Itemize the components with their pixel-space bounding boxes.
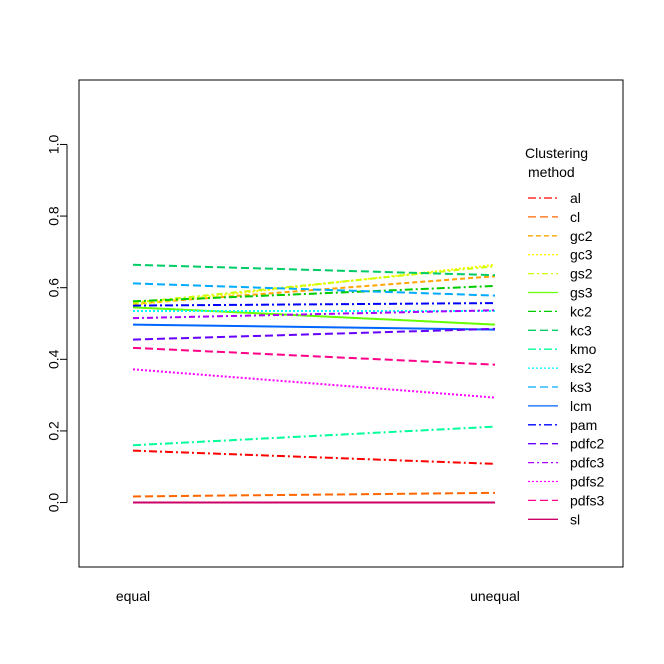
series-line-lcm — [132, 323, 496, 331]
series-line-pam — [132, 302, 496, 307]
legend-label-gs3: gs3 — [570, 285, 593, 301]
legend-label-pdfc2: pdfc2 — [570, 436, 604, 452]
series-layer — [132, 263, 496, 504]
x-tick-label: unequal — [470, 588, 520, 604]
x-tick-label: equal — [116, 588, 150, 604]
series-line-gs3 — [132, 306, 496, 326]
legend-label-lcm: lcm — [570, 398, 592, 414]
y-tick-label: 0.8 — [46, 206, 62, 226]
legend-label-al: al — [570, 190, 581, 206]
series-line-pdfc2 — [132, 327, 496, 341]
series-line-ks3 — [132, 282, 496, 297]
y-tick-label: 1.0 — [46, 135, 62, 155]
legend-label-ks2: ks2 — [570, 360, 592, 376]
legend-items: al cl gc2 gc3 gs2 gs3 kc2 kc3 kmo ks2 ks3 lcm pam pdf… — [528, 190, 604, 527]
y-tick-label: 0.0 — [46, 493, 62, 513]
series-line-kc3 — [132, 263, 496, 277]
legend-label-pam: pam — [570, 417, 597, 433]
legend-label-pdfs3: pdfs3 — [570, 492, 604, 508]
legend-label-gs2: gs2 — [570, 266, 593, 282]
series-line-pdfs3 — [132, 346, 496, 366]
legend-title-line1: Clustering — [525, 145, 588, 161]
legend-label-gc2: gc2 — [570, 228, 593, 244]
series-line-pdfc3 — [132, 309, 496, 320]
legend-label-pdfs2: pdfs2 — [570, 474, 604, 490]
legend-label-kc2: kc2 — [570, 303, 592, 319]
legend-label-ks3: ks3 — [570, 379, 592, 395]
y-tick-label: 0.6 — [46, 278, 62, 298]
series-line-kc2 — [132, 284, 496, 303]
legend: Clustering method al cl gc2 gc3 gs2 gs3 kc2 kc3… — [525, 145, 604, 527]
legend-label-sl: sl — [570, 511, 580, 527]
series-line-cl — [132, 491, 496, 498]
series-line-pdfs2 — [132, 368, 496, 399]
legend-label-kmo: kmo — [570, 341, 597, 357]
plot-frame — [78, 79, 624, 568]
legend-title-line2: method — [528, 164, 575, 180]
series-line-al — [132, 449, 496, 465]
x-axis: equal unequal — [116, 588, 520, 604]
series-line-kmo — [132, 425, 496, 447]
y-tick-label: 0.2 — [46, 421, 62, 441]
legend-label-gc3: gc3 — [570, 247, 593, 263]
y-tick-label: 0.4 — [46, 349, 62, 369]
legend-label-kc3: kc3 — [570, 322, 592, 338]
series-line-gs2 — [132, 265, 496, 304]
y-axis: 0.0 0.2 0.4 0.6 0.8 1.0 — [46, 135, 68, 513]
legend-label-cl: cl — [570, 209, 580, 225]
legend-label-pdfc3: pdfc3 — [570, 455, 604, 471]
